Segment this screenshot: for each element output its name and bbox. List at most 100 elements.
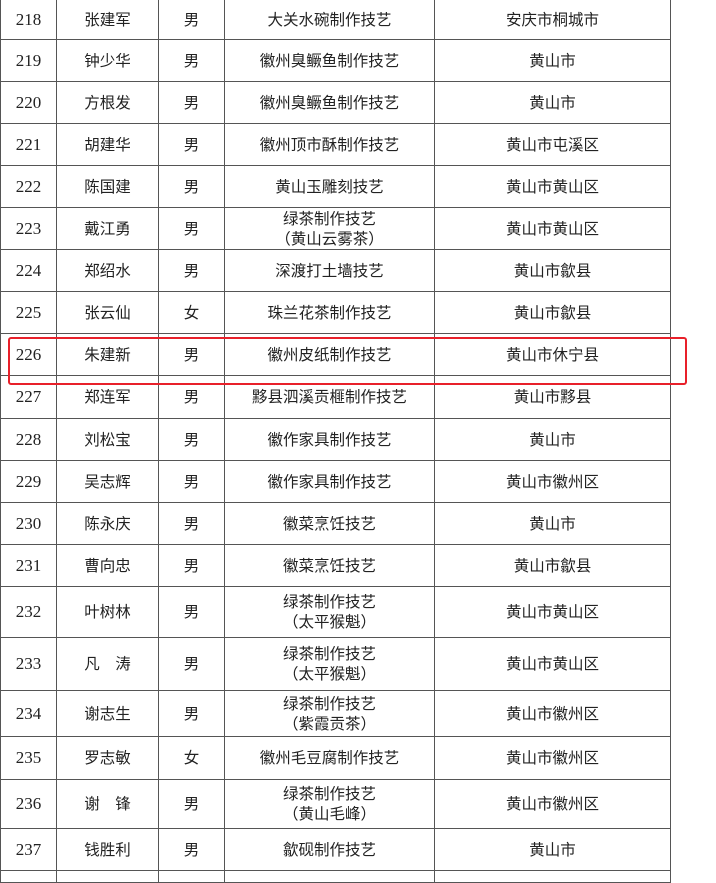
heritage-inheritor-table: 218 张建军男大关水碗制作技艺 安庆市桐城市 219 钟少华男徽州臭鳜鱼制作技艺 黄山市…	[0, 0, 671, 883]
skill-cell: 绿茶制作技艺 （紫霞贡茶）	[224, 690, 435, 737]
name-cell: 谢志生	[56, 690, 159, 737]
name-cell: 吴志辉	[56, 460, 159, 503]
name-cell: 郑连军	[56, 375, 159, 419]
table-row: 223 戴江勇男绿茶制作技艺 （黄山云雾茶） 黄山市黄山区	[0, 207, 671, 250]
table-row: 224 郑绍水男 深渡打土墙技艺 黄山市歙县	[0, 249, 671, 292]
gender-cell: 男	[158, 39, 225, 82]
table-row: 222 陈国建男 黄山玉雕刻技艺 黄山市黄山区	[0, 165, 671, 208]
skill-cell: 黟县泗溪贡榧制作技艺	[224, 375, 435, 419]
row-number: 218	[0, 0, 57, 40]
gender-cell: 男	[158, 544, 225, 587]
skill-line: 徽菜烹饪技艺	[282, 514, 376, 533]
name-cell: 凡 涛	[56, 637, 159, 691]
gender-cell: 男	[158, 828, 225, 871]
gender-cell: 男	[158, 502, 225, 545]
table-row: 227 郑连军男 黟县泗溪贡榧制作技艺 黄山市黟县	[0, 375, 671, 419]
table-row-partial	[0, 870, 671, 883]
skill-line: 绿茶制作技艺	[282, 785, 376, 803]
name-cell: 刘松宝	[56, 418, 159, 461]
gender-cell: 男	[158, 586, 225, 638]
gender-cell: 男	[158, 123, 225, 166]
table-row: 232 叶树林男 绿茶制作技艺 （太平猴魁） 黄山市黄山区	[0, 586, 671, 638]
name-cell: 罗志敏	[56, 736, 159, 780]
skill-cell: 绿茶制作技艺 （太平猴魁）	[224, 586, 435, 638]
skill-line: 珠兰花茶制作技艺	[267, 303, 392, 322]
row-number: 220	[0, 81, 57, 124]
table-row: 237 钱胜利男 歙砚制作技艺 黄山市	[0, 828, 671, 871]
region-cell: 黄山市歙县	[434, 249, 671, 292]
name-cell: 朱建新	[56, 333, 159, 376]
row-number: 224	[0, 249, 57, 292]
row-number: 219	[0, 39, 57, 82]
table-row: 225 张云仙女 珠兰花茶制作技艺 黄山市歙县	[0, 291, 671, 334]
region-cell: 黄山市	[434, 39, 671, 82]
skill-line: 徽作家具制作技艺	[267, 472, 392, 491]
skill-cell: 绿茶制作技艺 （黄山毛峰）	[224, 779, 435, 829]
skill-line: 深渡打土墙技艺	[275, 261, 384, 280]
table-row: 231 曹向忠男 徽菜烹饪技艺 黄山市歙县	[0, 544, 671, 587]
skill-cell: 珠兰花茶制作技艺	[224, 291, 435, 334]
skill-line: （紫霞贡茶）	[282, 714, 376, 733]
name-cell: 张建军	[56, 0, 159, 40]
skill-line: 大关水碗制作技艺	[267, 10, 392, 29]
name-cell: 曹向忠	[56, 544, 159, 587]
gender-cell: 男	[158, 690, 225, 737]
table-row: 233 凡 涛男 绿茶制作技艺 （太平猴魁） 黄山市黄山区	[0, 637, 671, 691]
skill-line: （太平猴魁）	[282, 613, 376, 631]
skill-cell: 徽州皮纸制作技艺	[224, 333, 435, 376]
region-cell: 黄山市	[434, 502, 671, 545]
row-number: 223	[0, 207, 57, 250]
skill-line: 徽州臭鳜鱼制作技艺	[259, 93, 400, 112]
region-cell: 黄山市	[434, 828, 671, 871]
table-row: 234 谢志生男绿茶制作技艺 （紫霞贡茶） 黄山市徽州区	[0, 690, 671, 737]
empty-cell	[434, 870, 671, 883]
table-row: 236 谢 锋男 绿茶制作技艺 （黄山毛峰） 黄山市徽州区	[0, 779, 671, 829]
name-cell: 郑绍水	[56, 249, 159, 292]
table-row: 219 钟少华男 徽州臭鳜鱼制作技艺 黄山市	[0, 39, 671, 82]
row-number: 237	[0, 828, 57, 871]
skill-line: 绿茶制作技艺	[282, 593, 376, 611]
skill-cell: 徽菜烹饪技艺	[224, 544, 435, 587]
gender-cell: 男	[158, 460, 225, 503]
name-cell: 谢 锋	[56, 779, 159, 829]
table-row: 218 张建军男 大关水碗制作技艺 安庆市桐城市	[0, 0, 671, 40]
empty-cell	[0, 870, 57, 883]
gender-cell: 男	[158, 637, 225, 691]
gender-cell: 男	[158, 249, 225, 292]
skill-line: 绿茶制作技艺	[282, 694, 376, 713]
skill-cell: 徽州臭鳜鱼制作技艺	[224, 39, 435, 82]
name-cell: 钱胜利	[56, 828, 159, 871]
row-number: 227	[0, 375, 57, 419]
gender-cell: 男	[158, 0, 225, 40]
table-row: 230 陈永庆男 徽菜烹饪技艺 黄山市	[0, 502, 671, 545]
skill-line: 黟县泗溪贡榧制作技艺	[251, 388, 407, 406]
gender-cell: 男	[158, 81, 225, 124]
region-cell: 黄山市休宁县	[434, 333, 671, 376]
skill-line: （太平猴魁）	[282, 665, 376, 683]
skill-cell: 徽作家具制作技艺	[224, 460, 435, 503]
skill-line: 歙砚制作技艺	[282, 840, 376, 859]
row-number: 221	[0, 123, 57, 166]
region-cell: 黄山市徽州区	[434, 460, 671, 503]
gender-cell: 女	[158, 736, 225, 780]
skill-cell: 大关水碗制作技艺	[224, 0, 435, 40]
region-cell: 黄山市歙县	[434, 291, 671, 334]
region-cell: 黄山市	[434, 81, 671, 124]
table-row: 226 朱建新男 徽州皮纸制作技艺 黄山市休宁县	[0, 333, 671, 376]
skill-line: （黄山毛峰）	[282, 805, 376, 823]
row-number: 228	[0, 418, 57, 461]
row-number: 235	[0, 736, 57, 780]
skill-cell: 绿茶制作技艺 （太平猴魁）	[224, 637, 435, 691]
name-cell: 陈永庆	[56, 502, 159, 545]
skill-line: 黄山玉雕刻技艺	[275, 177, 384, 196]
gender-cell: 男	[158, 375, 225, 419]
table-row: 229 吴志辉男 徽作家具制作技艺 黄山市徽州区	[0, 460, 671, 503]
skill-cell: 徽州毛豆腐制作技艺	[224, 736, 435, 780]
skill-cell: 绿茶制作技艺 （黄山云雾茶）	[224, 207, 435, 250]
row-number: 222	[0, 165, 57, 208]
skill-cell: 徽菜烹饪技艺	[224, 502, 435, 545]
row-number: 225	[0, 291, 57, 334]
region-cell: 黄山市黄山区	[434, 586, 671, 638]
skill-line: （黄山云雾茶）	[275, 229, 384, 248]
skill-cell: 歙砚制作技艺	[224, 828, 435, 871]
